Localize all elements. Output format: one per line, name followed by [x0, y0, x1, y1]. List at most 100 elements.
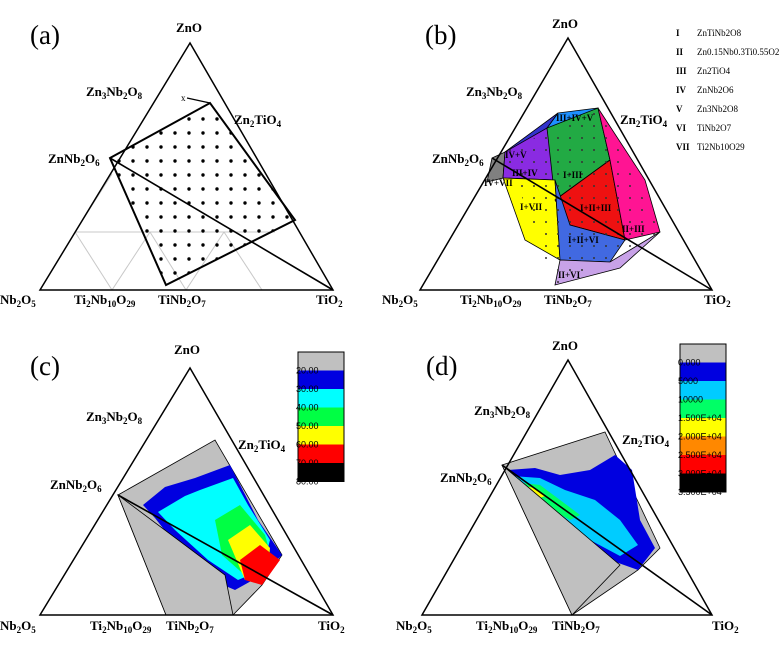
legend-numeral: III	[676, 66, 687, 76]
legend-phase: ZnTiNb2O8	[697, 28, 742, 38]
legend-numeral: VI	[676, 123, 686, 133]
panel-a: (a) x ZnO Zn3Nb2O8 Zn2TiO4 ZnNb2O6 Nb2O5…	[0, 20, 343, 309]
region-label-i-iii: I+III	[563, 170, 583, 180]
panel-b-tie-line	[491, 157, 713, 291]
colorbar-swatch	[680, 455, 726, 474]
region-label-ii-iii: II+III	[622, 224, 645, 234]
panel-c-tie-line	[117, 494, 334, 616]
colorbar-tick-label: 1.500E+04	[678, 413, 722, 423]
region-label-iii-iv-v: III+IV+V	[556, 113, 594, 123]
panel-a-marker-line	[186, 97, 211, 104]
legend-row: VI TiNb2O7	[676, 123, 732, 133]
legend-numeral: V	[676, 104, 683, 114]
region-label-i-ii-vi: I+II+VI	[568, 235, 599, 245]
panel-a-label-znnb2o6: ZnNb2O6	[48, 151, 100, 168]
region-label-iv-vii: IV+VII	[484, 178, 513, 188]
panel-a-label-nb2o5: Nb2O5	[0, 292, 36, 309]
colorbar-tick-label: 70.00	[296, 458, 319, 468]
legend-row: I ZnTiNb2O8	[676, 28, 742, 38]
legend-phase: Zn3Nb2O8	[697, 104, 738, 114]
legend-numeral: II	[676, 47, 684, 57]
legend-numeral: VII	[676, 142, 690, 152]
region-label-iii-iv: III+IV	[512, 168, 538, 178]
colorbar-frame	[297, 351, 345, 482]
panel-a-triangle	[38, 41, 335, 291]
panel-c-colorbar: 20.00 30.00 40.00 50.00 60.00 70.00 80.00	[296, 351, 345, 487]
panel-d: (d) 0.000 5000 10000 1.500E+04 2.000E+04 2.50…	[396, 338, 739, 635]
colorbar-swatch	[680, 436, 726, 455]
legend-numeral: I	[676, 28, 680, 38]
panel-a-marker: x	[181, 93, 186, 103]
panel-c-label-zn3nb2o8: Zn3Nb2O8	[86, 409, 143, 426]
panel-b-label-zn2tio4: Zn2TiO4	[620, 112, 668, 129]
legend-row: II Zn0.15Nb0.3Ti0.55O2	[676, 47, 779, 57]
panel-a-label-ti2nb10o29: Ti2Nb10O29	[74, 292, 136, 309]
legend-numeral: IV	[676, 85, 687, 95]
colorbar-tick-label: 2.000E+04	[678, 432, 722, 442]
panel-b-letter: (b)	[425, 20, 456, 50]
panel-d-label-zn3nb2o8: Zn3Nb2O8	[474, 403, 531, 420]
panel-d-label-zn2tio4: Zn2TiO4	[622, 432, 670, 449]
legend-phase: Zn2TiO4	[697, 66, 731, 76]
region-label-ii-vi: II+VI	[558, 270, 581, 280]
panel-d-label-znnb2o6: ZnNb2O6	[440, 470, 492, 487]
panel-c-label-nb2o5: Nb2O5	[0, 618, 36, 635]
panel-c-label-tio2: TiO2	[318, 618, 345, 635]
panel-a-label-zn3nb2o8: Zn3Nb2O8	[86, 84, 143, 101]
panel-a-label-zno: ZnO	[176, 20, 202, 35]
colorbar-tick-label: 30.00	[296, 384, 319, 394]
colorbar-tick-label: 50.00	[296, 421, 319, 431]
colorbar-tick-label: 3.500E+04	[678, 487, 722, 497]
legend-row: III Zn2TiO4	[676, 66, 731, 76]
colorbar-swatch	[680, 362, 726, 381]
panel-b-triangle	[418, 36, 714, 291]
colorbar-swatch	[298, 370, 344, 389]
panel-c: (c) 20.0030.0040.0050.0060.0070.0080.00 …	[0, 342, 345, 635]
panel-c-letter: (c)	[30, 351, 60, 381]
panel-a-label-tinb2o7: TiNb2O7	[158, 292, 206, 309]
colorbar-swatch	[298, 407, 344, 426]
panel-b-label-znnb2o6: ZnNb2O6	[432, 151, 484, 168]
colorbar-swatch	[298, 463, 344, 482]
panel-b-label-nb2o5: Nb2O5	[382, 292, 418, 309]
colorbar-swatch	[298, 444, 344, 463]
panel-b-label-tio2: TiO2	[704, 292, 731, 309]
colorbar-tick-label: 0.000	[678, 358, 701, 368]
colorbar-tick-label: 20.00	[296, 366, 319, 376]
panel-c-triangle	[38, 366, 335, 616]
legend-phase: ZnNb2O6	[697, 85, 734, 95]
panel-d-label-ti2nb10o29: Ti2Nb10O29	[476, 618, 538, 635]
panel-c-contour-80	[240, 545, 280, 585]
colorbar-swatch	[298, 352, 344, 371]
panel-b-dots	[505, 108, 660, 285]
colorbar-swatch	[680, 399, 726, 418]
colorbar-swatch	[680, 344, 726, 363]
colorbar-frame	[679, 343, 727, 493]
region-label-i-vii: I+VII	[520, 202, 543, 212]
panel-d-grey-block	[501, 464, 621, 616]
colorbar-swatch	[680, 381, 726, 400]
legend-phase: TiNb2O7	[697, 123, 732, 133]
colorbar-tick-label: 3.000E+04	[678, 469, 722, 479]
panel-d-tie-line	[501, 464, 713, 616]
panel-d-letter: (d)	[426, 351, 457, 381]
colorbar-swatch	[680, 418, 726, 437]
legend-phase: Zn0.15Nb0.3Ti0.55O2	[697, 47, 779, 57]
panel-d-triangle	[420, 358, 714, 616]
region-label-iv-v: IV+V	[505, 150, 527, 160]
panel-b-label-zno: ZnO	[552, 16, 578, 31]
colorbar-tick-label: 10000	[678, 395, 703, 405]
panel-b-label-ti2nb10o29: Ti2Nb10O29	[460, 292, 522, 309]
legend-row: V Zn3Nb2O8	[676, 104, 738, 114]
legend-phase: Ti2Nb10O29	[697, 142, 745, 152]
panel-d-colorbar: 0.000 5000 10000 1.500E+04 2.000E+04 2.500E+0…	[678, 343, 727, 497]
panel-d-label-nb2o5: Nb2O5	[396, 618, 432, 635]
panel-b-label-tinb2o7: TiNb2O7	[544, 292, 592, 309]
panel-b: (b) III+IV+V IV+V IV+VII III+IV I+III I+…	[382, 16, 779, 309]
panel-c-label-zn2tio4: Zn2TiO4	[238, 437, 286, 454]
panel-d-label-tinb2o7: TiNb2O7	[552, 618, 600, 635]
panel-b-legend: I ZnTiNb2O8 II Zn0.15Nb0.3Ti0.55O2 III Zn2T…	[676, 28, 779, 152]
panel-a-letter: (a)	[30, 20, 60, 50]
panel-d-label-tio2: TiO2	[712, 618, 739, 635]
